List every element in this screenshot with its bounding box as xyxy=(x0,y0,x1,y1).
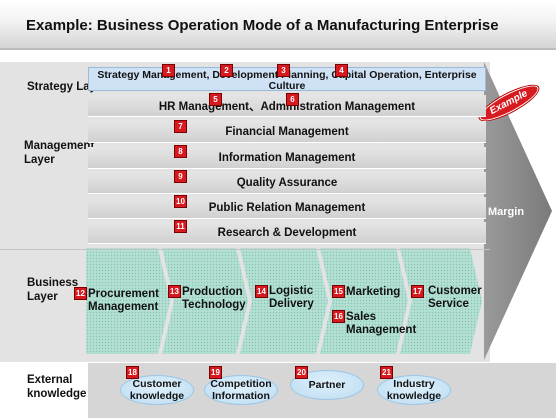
divider xyxy=(0,249,490,250)
badge-13: 13 xyxy=(168,285,181,298)
business-chevrons xyxy=(86,248,482,354)
mgmt-row-research: Research & Development xyxy=(88,222,486,244)
badge-11: 11 xyxy=(174,220,187,233)
business-logistic: Logistic Delivery xyxy=(269,285,314,310)
layer-label-management: Management Layer xyxy=(24,140,95,166)
business-sales: Sales Management xyxy=(346,311,417,336)
mgmt-row-information: Information Management xyxy=(88,147,486,169)
chevron-logistic xyxy=(240,248,328,354)
badge-6: 6 xyxy=(286,93,299,106)
badge-8: 8 xyxy=(174,145,187,158)
margin-label: Margin xyxy=(488,206,525,218)
mgmt-row-public-relation: Public Relation Management xyxy=(88,197,486,219)
badge-20: 20 xyxy=(295,366,308,379)
external-industry: Industry knowledge xyxy=(377,375,451,405)
chevron-marketing xyxy=(320,248,408,354)
layer-label-business: Business Layer xyxy=(27,277,79,303)
badge-21: 21 xyxy=(380,366,393,379)
business-production: Production Technology xyxy=(182,286,246,311)
badge-14: 14 xyxy=(255,285,268,298)
badge-7: 7 xyxy=(174,120,187,133)
badge-5: 5 xyxy=(209,93,222,106)
badge-9: 9 xyxy=(174,170,187,183)
page-title: Example: Business Operation Mode of a Ma… xyxy=(26,17,499,34)
badge-10: 10 xyxy=(174,195,187,208)
mgmt-row-financial: Financial Management xyxy=(88,121,486,143)
business-marketing: Marketing xyxy=(346,286,401,298)
margin-arrow xyxy=(484,62,552,360)
badge-1: 1 xyxy=(162,64,175,77)
layer-label-strategy: Strategy Layer xyxy=(27,81,107,93)
badge-3: 3 xyxy=(277,64,290,77)
chevron-production xyxy=(162,248,248,354)
badge-15: 15 xyxy=(332,285,345,298)
chevron-customer-service xyxy=(400,248,482,354)
badge-19: 19 xyxy=(209,366,222,379)
badge-12: 12 xyxy=(74,287,87,300)
mgmt-row-hr: HR Management、Administration Management xyxy=(88,95,486,117)
business-procurement: Procurement Management xyxy=(88,288,159,313)
mgmt-row-quality: Quality Assurance xyxy=(88,172,486,194)
title-bar xyxy=(0,0,556,50)
badge-2: 2 xyxy=(220,64,233,77)
business-customer-service: Customer Service xyxy=(428,285,482,310)
badge-4: 4 xyxy=(335,64,348,77)
chevron-procurement xyxy=(86,248,170,354)
external-competition: Competition Information xyxy=(204,375,278,405)
layer-label-external: External knowledge xyxy=(27,374,87,400)
badge-18: 18 xyxy=(126,366,139,379)
badge-17: 17 xyxy=(411,285,424,298)
external-customer: Customer knowledge xyxy=(120,375,194,405)
badge-16: 16 xyxy=(332,310,345,323)
